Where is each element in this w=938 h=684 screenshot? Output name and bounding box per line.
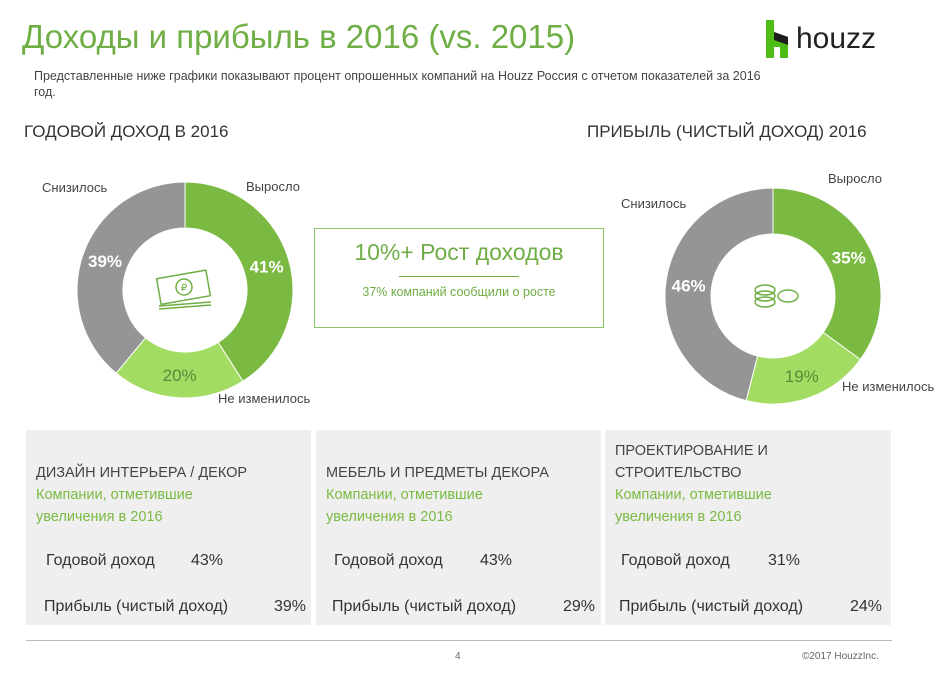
chart-title-profit: ПРИБЫЛЬ (ЧИСТЫЙ ДОХОД) 2016 xyxy=(587,122,867,141)
divider xyxy=(399,276,519,277)
chart-title-revenue: ГОДОВОЙ ДОХОД В 2016 xyxy=(24,122,229,141)
row-label: Прибыль (чистый доход) xyxy=(44,598,229,615)
data-label: 19% xyxy=(785,367,819,386)
row-label: Годовой доход xyxy=(46,552,155,569)
row-value: 24% xyxy=(850,598,883,615)
data-label: 39% xyxy=(88,252,122,271)
slice-grew xyxy=(184,181,294,382)
row-label: Годовой доход xyxy=(621,552,730,569)
row-value: 43% xyxy=(191,552,224,569)
legend-label-grew: Выросло xyxy=(828,171,882,186)
legend-label-decreased: Снизилось xyxy=(42,180,108,195)
panel-subtitle: Компании, отметившие увеличения в 2016 xyxy=(615,487,772,525)
profit-donut-chart: 35% 19% 46% xyxy=(664,187,882,405)
slice-decreased xyxy=(76,181,186,374)
legend-label-decreased: Снизилось xyxy=(621,196,687,211)
legend-label-unchanged: Не изменилось xyxy=(218,391,311,406)
panel-title: ПРОЕКТИРОВАНИЕ И СТРОИТЕЛЬСТВО xyxy=(615,443,768,481)
ruble-banknote-icon: ₽ xyxy=(155,269,212,310)
segment-panel-construction: ПРОЕКТИРОВАНИЕ И СТРОИТЕЛЬСТВО Компании,… xyxy=(605,430,891,625)
legend-label-unchanged: Не изменилось xyxy=(842,379,935,394)
data-label: 35% xyxy=(832,248,866,267)
data-label: 41% xyxy=(250,257,284,276)
row-value: 39% xyxy=(274,598,307,615)
page-number: 4 xyxy=(455,651,461,662)
kpi-box: 10%+ Рост доходов 37% компаний сообщили … xyxy=(314,228,604,328)
panel-subtitle: Компании, отметившие увеличения в 2016 xyxy=(36,487,193,525)
row-value: 43% xyxy=(480,552,513,569)
segment-panel-interior-design: ДИЗАЙН ИНТЕРЬЕРА / ДЕКОР Компании, отмет… xyxy=(26,430,311,625)
panel-title: МЕБЕЛЬ И ПРЕДМЕТЫ ДЕКОРА xyxy=(326,465,549,481)
legend-label-grew: Выросло xyxy=(246,179,300,194)
houzz-logo: houzz xyxy=(764,20,876,58)
data-label: 20% xyxy=(163,366,197,385)
slice-decreased xyxy=(664,187,774,402)
row-label: Прибыль (чистый доход) xyxy=(619,598,804,615)
panel-title: ДИЗАЙН ИНТЕРЬЕРА / ДЕКОР xyxy=(36,465,248,481)
kpi-note: 37% компаний сообщили о росте xyxy=(362,285,556,299)
row-label: Прибыль (чистый доход) xyxy=(332,598,517,615)
row-value: 29% xyxy=(563,598,596,615)
kpi-headline: 10%+ Рост доходов xyxy=(354,239,564,265)
panel-subtitle: Компании, отметившие увеличения в 2016 xyxy=(326,487,483,525)
svg-text:₽: ₽ xyxy=(181,283,188,294)
houzz-logo-icon xyxy=(766,20,788,58)
revenue-donut-chart: 41% 20% 39% ₽ xyxy=(76,181,294,399)
row-label: Годовой доход xyxy=(334,552,443,569)
row-value: 31% xyxy=(768,552,801,569)
footer-divider xyxy=(26,640,892,641)
copyright: ©2017 HouzzInc. xyxy=(802,651,879,662)
data-label: 46% xyxy=(672,276,706,295)
slice-grew xyxy=(772,187,882,361)
coins-icon xyxy=(754,284,799,308)
page-title: Доходы и прибыль в 2016 (vs. 2015) xyxy=(22,18,576,55)
segment-panel-furniture: МЕБЕЛЬ И ПРЕДМЕТЫ ДЕКОРА Компании, отмет… xyxy=(316,430,601,625)
page-subtitle: Представленные ниже графики показывают п… xyxy=(34,69,761,99)
